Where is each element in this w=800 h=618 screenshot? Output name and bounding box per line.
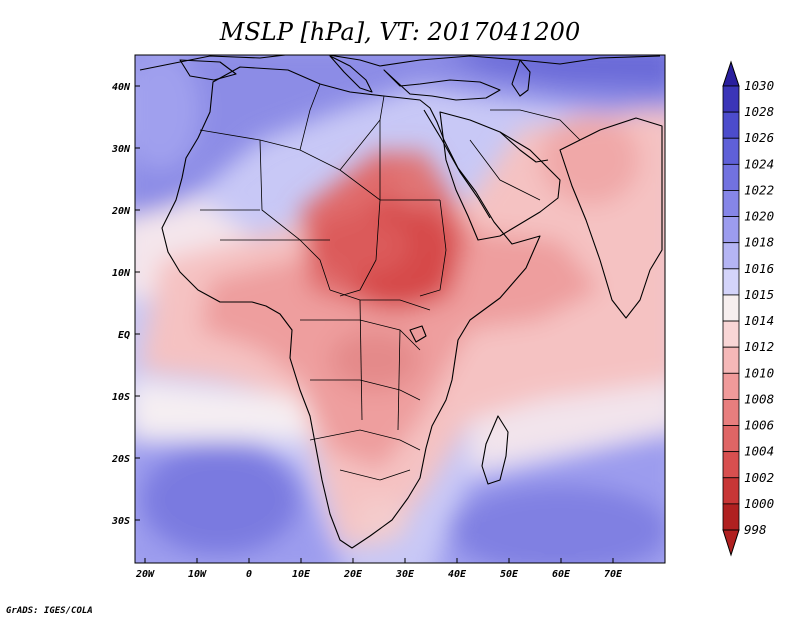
colorbar-segment	[722, 268, 740, 296]
pressure-shading	[135, 55, 665, 563]
india-outline	[559, 117, 663, 319]
map-frame	[134, 54, 666, 564]
lat-axis: 40N 30N 20N 10N EQ 10S 20S 30S	[111, 82, 131, 527]
colorbar-segment	[722, 503, 740, 531]
arabia-outline	[439, 111, 561, 241]
lon-tick-label: 20W	[135, 569, 155, 580]
lon-tick-label: 40E	[448, 569, 467, 580]
lon-axis: 20W 10W 0 10E 20E 30E 40E 50E 60E 70E	[135, 569, 623, 580]
colorbar-segment	[722, 425, 740, 453]
colorbar-segment	[722, 451, 740, 479]
colorbar-label: 1014	[744, 313, 774, 328]
colorbar-segment	[722, 216, 740, 244]
colorbar-label: 1026	[744, 130, 774, 145]
italy-outline	[329, 55, 373, 93]
colorbar-segment	[722, 242, 740, 270]
colorbar-label: 1024	[744, 156, 774, 171]
lon-tick-label: 10W	[188, 569, 207, 580]
lat-tick-label: 20N	[111, 206, 131, 217]
red-sea-outline	[423, 109, 491, 219]
colorbar-label: 998	[744, 522, 767, 537]
lake-victoria-outline	[409, 325, 427, 343]
caspian-outline	[511, 59, 531, 97]
colorbar: 1030 1028 1026 1024 1022 1020 1018 1016 1015 1014…	[722, 60, 774, 557]
colorbar-segment	[722, 399, 740, 426]
colorbar-segment	[722, 163, 740, 191]
africa-outline	[161, 66, 541, 549]
colorbar-segment	[722, 85, 740, 113]
lat-tick-label: 10N	[112, 268, 131, 279]
lat-tick-label: 20S	[111, 454, 130, 465]
colorbar-label: 1018	[744, 235, 774, 250]
colorbar-label: 1000	[744, 496, 774, 511]
colorbar-segment	[722, 346, 740, 374]
colorbar-segment	[722, 477, 740, 505]
lon-tick-label: 60E	[552, 569, 571, 580]
colorbar-label: 1030	[744, 78, 774, 93]
map-title: MSLP [hPa], VT: 2017041200	[219, 18, 580, 46]
colorbar-label: 1022	[744, 182, 774, 197]
lon-tick-label: 30E	[395, 569, 415, 580]
lon-tick-label: 0	[246, 569, 252, 580]
colorbar-segment	[722, 294, 740, 322]
colorbar-label: 1010	[744, 365, 774, 380]
colorbar-label: 1008	[744, 391, 774, 406]
colorbar-label: 1016	[744, 261, 774, 276]
tick-marks	[135, 85, 614, 563]
lat-tick-label: EQ	[118, 330, 130, 341]
colorbar-label: 1015	[744, 287, 774, 302]
gulf-outline	[499, 131, 549, 163]
grads-credit: GrADS: IGES/COLA	[6, 606, 93, 616]
lat-tick-label: 30S	[111, 516, 130, 527]
lon-tick-label: 20E	[343, 569, 363, 580]
greece-turkey-outline	[383, 69, 501, 101]
colorbar-label: 1006	[744, 418, 774, 433]
lat-tick-label: 30N	[111, 144, 131, 155]
colorbar-segment	[722, 320, 740, 348]
colorbar-label: 1012	[744, 339, 774, 354]
colorbar-label: 1004	[744, 444, 774, 459]
lat-tick-label: 10S	[112, 392, 130, 403]
coastlines	[139, 55, 663, 549]
madagascar-outline	[481, 415, 509, 485]
lon-tick-label: 70E	[604, 569, 623, 580]
iberia-outline	[179, 59, 237, 81]
colorbar-segment	[722, 137, 740, 165]
lon-tick-label: 50E	[500, 569, 519, 580]
colorbar-label: 1028	[744, 104, 774, 119]
lon-tick-label: 10E	[292, 569, 311, 580]
country-borders	[199, 83, 581, 481]
colorbar-segment	[722, 372, 740, 400]
lat-tick-label: 40N	[112, 82, 131, 93]
colorbar-segment	[722, 111, 740, 139]
colorbar-bottom-arrow	[722, 529, 740, 557]
map-panel	[135, 55, 665, 563]
colorbar-segment	[722, 190, 740, 217]
colorbar-top-arrow	[722, 60, 740, 87]
colorbar-label: 1002	[744, 470, 774, 485]
europe-outline	[139, 55, 661, 71]
colorbar-label: 1020	[744, 209, 774, 224]
